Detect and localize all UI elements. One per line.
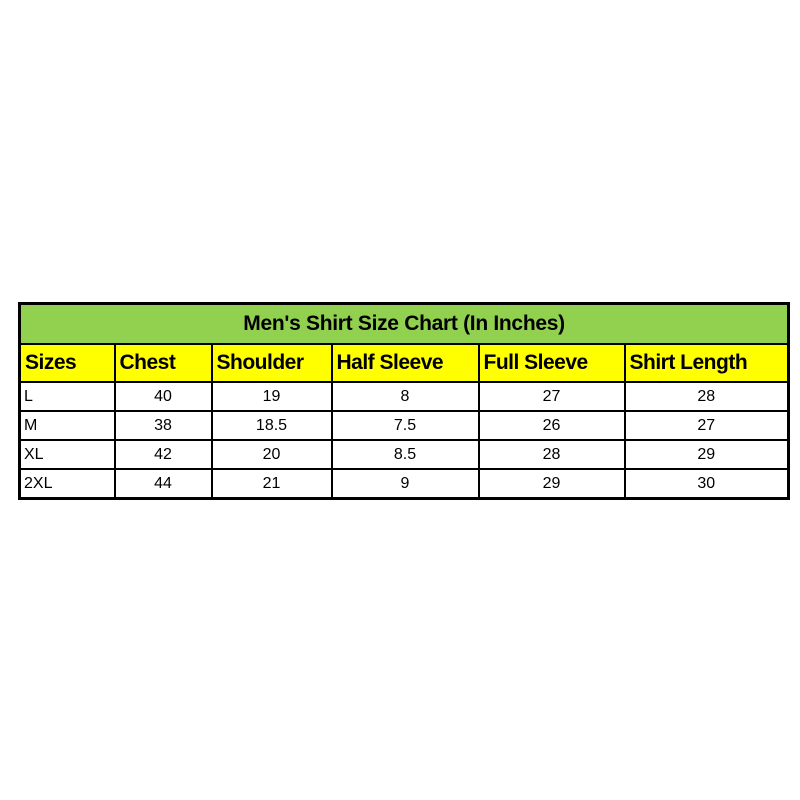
column-header-chest: Chest: [113, 343, 213, 383]
chest-value: 38: [113, 410, 213, 441]
column-header-shoulder: Shoulder: [210, 343, 333, 383]
column-header-half-sleeve: Half Sleeve: [330, 343, 480, 383]
column-header-shirt-length: Shirt Length: [623, 343, 790, 383]
table-row: M 38 18.5 7.5 26 27: [18, 410, 790, 441]
shoulder-value: 18.5: [210, 410, 333, 441]
table-title: Men's Shirt Size Chart (In Inches): [18, 302, 790, 345]
size-label: 2XL: [18, 468, 116, 500]
half-sleeve-value: 8: [330, 381, 480, 412]
size-label: L: [18, 381, 116, 412]
full-sleeve-value: 28: [477, 439, 626, 470]
shoulder-value: 19: [210, 381, 333, 412]
size-chart-container: Men's Shirt Size Chart (In Inches) Sizes…: [18, 302, 791, 500]
shirt-length-value: 29: [623, 439, 790, 470]
shoulder-value: 21: [210, 468, 333, 500]
shirt-length-value: 30: [623, 468, 790, 500]
table-row: XL 42 20 8.5 28 29: [18, 439, 790, 470]
half-sleeve-value: 7.5: [330, 410, 480, 441]
shoulder-value: 20: [210, 439, 333, 470]
column-header-sizes: Sizes: [18, 343, 116, 383]
half-sleeve-value: 8.5: [330, 439, 480, 470]
full-sleeve-value: 26: [477, 410, 626, 441]
size-chart-table: Men's Shirt Size Chart (In Inches) Sizes…: [18, 302, 791, 500]
column-header-full-sleeve: Full Sleeve: [477, 343, 626, 383]
table-row: 2XL 44 21 9 29 30: [18, 468, 790, 500]
shirt-length-value: 28: [623, 381, 790, 412]
chest-value: 40: [113, 381, 213, 412]
full-sleeve-value: 27: [477, 381, 626, 412]
table-row: L 40 19 8 27 28: [18, 381, 790, 412]
header-row: Sizes Chest Shoulder Half Sleeve Full Sl…: [18, 343, 790, 383]
title-row: Men's Shirt Size Chart (In Inches): [18, 302, 790, 345]
shirt-length-value: 27: [623, 410, 790, 441]
half-sleeve-value: 9: [330, 468, 480, 500]
size-label: XL: [18, 439, 116, 470]
full-sleeve-value: 29: [477, 468, 626, 500]
chest-value: 42: [113, 439, 213, 470]
size-label: M: [18, 410, 116, 441]
chest-value: 44: [113, 468, 213, 500]
